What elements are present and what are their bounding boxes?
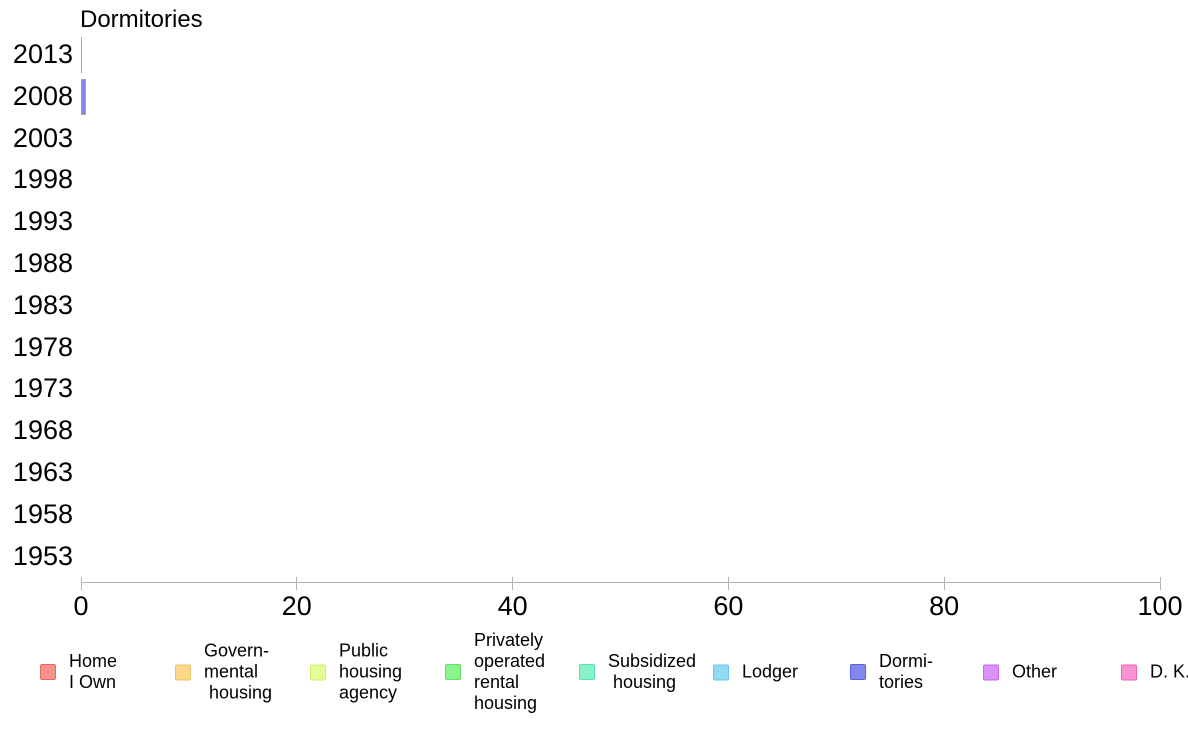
legend-swatch-governmental bbox=[175, 664, 191, 680]
legend-label-private-rental: Privately operated rental housing bbox=[474, 630, 546, 713]
x-tick-mark-80 bbox=[943, 577, 945, 590]
y-tick-label-1968: 1968 bbox=[12, 415, 73, 446]
legend-swatch-other bbox=[983, 664, 999, 680]
x-tick-mark-100 bbox=[1159, 577, 1161, 590]
legend-swatch-home-i-own bbox=[40, 664, 56, 680]
legend-label-dk: D. K. bbox=[1150, 661, 1188, 682]
legend-item-governmental[interactable]: Govern- mental housing bbox=[175, 641, 272, 704]
legend-label-home-i-own: Home I Own bbox=[69, 651, 118, 692]
legend-label-other: Other bbox=[1012, 661, 1058, 682]
legend-item-public-housing[interactable]: Public housing agency bbox=[310, 641, 402, 704]
y-tick-label-1983: 1983 bbox=[12, 289, 73, 320]
y-tick-label-1958: 1958 bbox=[12, 498, 73, 529]
legend-swatch-subsidized bbox=[579, 664, 595, 680]
legend-item-other[interactable]: Other bbox=[983, 662, 1057, 683]
x-tick-mark-40 bbox=[512, 577, 514, 590]
legend-item-private-rental[interactable]: Privately operated rental housing bbox=[445, 630, 545, 714]
chart-title: Dormitories bbox=[80, 6, 203, 33]
legend-label-dormitories: Dormi- tories bbox=[879, 651, 933, 692]
y-tick-label-2003: 2003 bbox=[12, 122, 73, 153]
x-tick-mark-60 bbox=[727, 577, 729, 590]
y-tick-label-1953: 1953 bbox=[12, 540, 73, 571]
x-tick-label-0: 0 bbox=[73, 591, 89, 621]
y-tick-label-1963: 1963 bbox=[12, 457, 73, 487]
x-tick-label-80: 80 bbox=[929, 591, 960, 621]
bar-2008[interactable] bbox=[81, 78, 87, 115]
x-tick-label-40: 40 bbox=[497, 591, 528, 621]
legend-item-lodger[interactable]: Lodger bbox=[713, 662, 798, 683]
legend-swatch-dk bbox=[1121, 664, 1137, 680]
x-tick-mark-20 bbox=[296, 577, 298, 590]
legend-item-subsidized[interactable]: Subsidized housing bbox=[579, 651, 696, 693]
x-tick-label-20: 20 bbox=[281, 591, 312, 621]
y-tick-label-1993: 1993 bbox=[12, 206, 73, 237]
y-tick-label-1988: 1988 bbox=[12, 248, 73, 278]
legend-swatch-private-rental bbox=[445, 664, 461, 680]
legend-swatch-public-housing bbox=[310, 664, 326, 680]
bar-2013[interactable] bbox=[81, 36, 83, 73]
legend-swatch-dormitories bbox=[850, 664, 866, 680]
legend-label-lodger: Lodger bbox=[742, 661, 799, 682]
x-tick-label-100: 100 bbox=[1137, 591, 1183, 621]
legend-label-subsidized: Subsidized housing bbox=[608, 651, 697, 692]
legend-swatch-lodger bbox=[713, 664, 729, 680]
legend-item-home-i-own[interactable]: Home I Own bbox=[40, 651, 117, 693]
y-tick-label-2013: 2013 bbox=[12, 39, 73, 69]
y-tick-label-1978: 1978 bbox=[12, 331, 73, 362]
legend-label-governmental: Govern- mental housing bbox=[204, 640, 273, 703]
legend-item-dk[interactable]: D. K. bbox=[1121, 662, 1188, 683]
legend-item-dormitories[interactable]: Dormi- tories bbox=[850, 651, 933, 693]
y-tick-label-1998: 1998 bbox=[12, 164, 73, 195]
x-tick-label-60: 60 bbox=[713, 591, 744, 621]
legend-label-public-housing: Public housing agency bbox=[339, 640, 403, 703]
y-tick-label-1973: 1973 bbox=[12, 373, 73, 404]
x-tick-mark-0 bbox=[80, 577, 82, 590]
x-axis-line bbox=[81, 582, 1161, 583]
y-tick-label-2008: 2008 bbox=[12, 80, 73, 111]
